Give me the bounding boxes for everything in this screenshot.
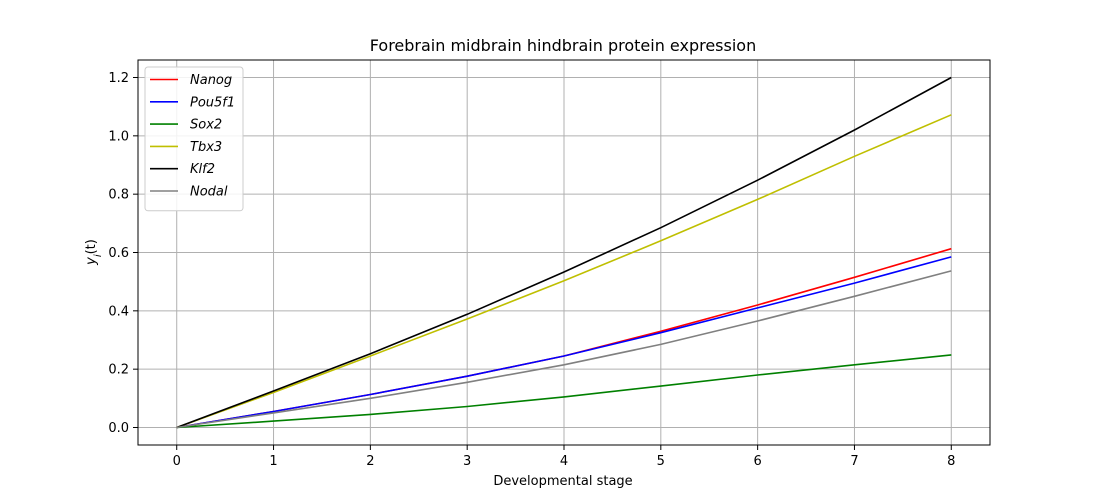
y-tick-label: 1.2 — [108, 71, 129, 86]
x-tick-label: 7 — [850, 454, 858, 469]
series-line-tbx3 — [176, 114, 952, 429]
y-tick-label: 0.0 — [108, 421, 129, 436]
legend-label: Pou5f1 — [190, 95, 235, 110]
series-lines — [176, 76, 952, 429]
series-line-pou5f1 — [176, 256, 952, 429]
x-axis-label: Developmental stage — [493, 474, 632, 489]
x-tick-label: 3 — [463, 454, 471, 469]
y-axis-label: yi(t) — [84, 239, 104, 266]
legend-label: Sox2 — [190, 118, 222, 133]
legend-label: Nanog — [190, 73, 232, 88]
y-tick-label: 1.0 — [108, 129, 129, 144]
legend-label: Nodal — [190, 185, 228, 200]
series-line-klf2 — [176, 76, 952, 429]
legend-label: Tbx3 — [190, 140, 222, 155]
x-tick-label: 0 — [173, 454, 181, 469]
axis-ticks: 0 1 2 3 4 5 6 7 8 0.0 0.2 0.4 0.6 0.8 1.0 1.2 — [108, 71, 955, 469]
x-tick-label: 4 — [560, 454, 568, 469]
y-tick-label: 0.2 — [108, 363, 129, 378]
legend-box — [144, 66, 244, 212]
y-tick-label: 0.4 — [108, 304, 129, 319]
x-tick-label: 1 — [269, 454, 277, 469]
legend: Nanog Pou5f1 Sox2 Tbx3 Klf2 Nodal — [144, 66, 244, 212]
chart-title: Forebrain midbrain hindbrain protein exp… — [370, 36, 756, 55]
y-tick-label: 0.8 — [108, 188, 129, 203]
x-tick-label: 5 — [657, 454, 665, 469]
legend-label: Klf2 — [190, 162, 215, 177]
x-tick-label: 2 — [366, 454, 374, 469]
x-tick-label: 6 — [753, 454, 761, 469]
y-tick-label: 0.6 — [108, 246, 129, 261]
x-tick-label: 8 — [947, 454, 955, 469]
series-line-sox2 — [176, 354, 952, 429]
grid — [138, 60, 990, 445]
series-line-nodal — [176, 270, 952, 429]
